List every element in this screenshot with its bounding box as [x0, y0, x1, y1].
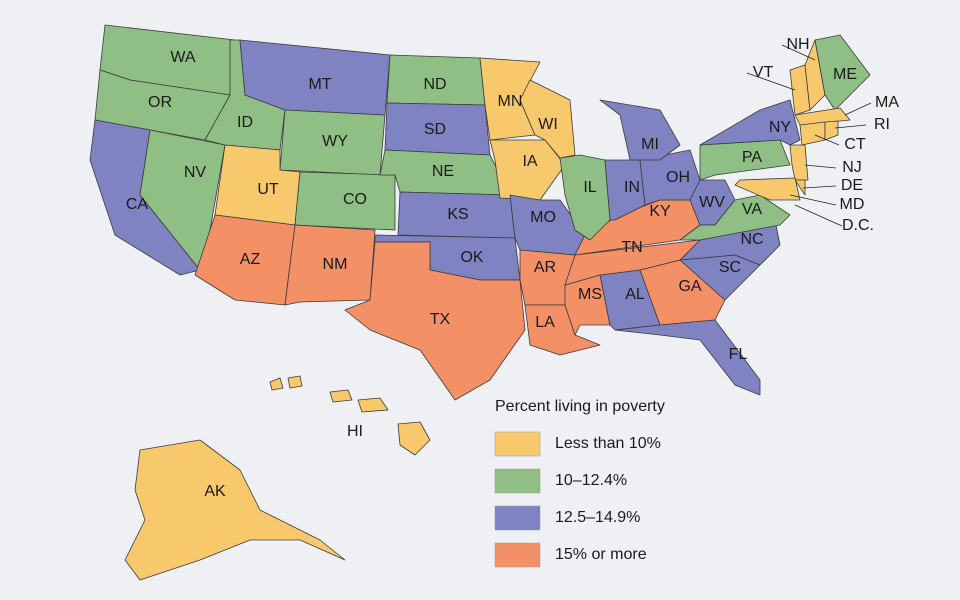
state-label: SC — [719, 259, 741, 276]
state-label: KS — [447, 206, 468, 223]
state-label: AK — [204, 483, 226, 500]
state-label: IN — [624, 179, 640, 196]
state-label: CT — [844, 136, 866, 153]
state-label: NY — [769, 119, 792, 136]
state-label: NE — [432, 163, 454, 180]
leader-line — [804, 164, 837, 169]
state-label: TX — [430, 311, 451, 328]
state-label: NH — [786, 36, 809, 53]
state-region — [124, 439, 346, 581]
state-label: WI — [538, 116, 558, 133]
state-label: MT — [308, 76, 331, 93]
state-label: KY — [649, 203, 671, 220]
leader-line — [802, 185, 837, 189]
state-region — [559, 154, 611, 241]
legend-label: Less than 10% — [555, 435, 661, 452]
state-label: DE — [841, 177, 863, 194]
state-label: AR — [534, 259, 556, 276]
state-region — [329, 389, 353, 403]
state-label: AL — [625, 286, 645, 303]
legend-swatch — [494, 431, 541, 457]
state-label: FL — [729, 346, 748, 363]
state-region — [357, 397, 389, 413]
legend-label: 12.5–14.9% — [555, 509, 640, 526]
state-label: WA — [170, 49, 196, 66]
state-label: UT — [257, 181, 279, 198]
state-label: IA — [522, 153, 537, 170]
state-label: NV — [184, 164, 207, 181]
state-region — [734, 177, 801, 201]
leader-line — [746, 72, 796, 91]
state-label: NM — [323, 256, 348, 273]
state-label: OK — [460, 249, 483, 266]
state-label: MA — [875, 94, 899, 111]
leader-line — [781, 44, 816, 61]
legend-swatch — [494, 468, 541, 494]
state-label: VT — [753, 64, 774, 81]
state-region — [397, 421, 431, 456]
state-label: WV — [699, 194, 725, 211]
leader-line — [834, 124, 867, 129]
state-label: OR — [148, 94, 172, 111]
leader-line — [814, 134, 840, 146]
state-label: TN — [621, 239, 642, 256]
legend-title: Percent living in poverty — [495, 398, 665, 415]
state-label: CA — [126, 196, 149, 213]
state-region — [294, 171, 396, 231]
state-label: MO — [530, 209, 556, 226]
state-region — [599, 99, 681, 161]
state-label: CO — [343, 191, 367, 208]
state-label: AZ — [240, 251, 261, 268]
leader-line — [794, 204, 843, 227]
legend-swatch — [494, 505, 541, 531]
legend-label: 15% or more — [555, 546, 647, 563]
state-label: NJ — [842, 159, 862, 176]
legend-swatch — [494, 542, 541, 568]
state-region — [519, 79, 576, 159]
state-label: MD — [840, 196, 865, 213]
state-region — [284, 224, 376, 306]
state-label: D.C. — [842, 217, 874, 234]
state-region — [287, 375, 303, 389]
state-region — [824, 120, 839, 141]
state-region — [814, 34, 871, 111]
legend-label: 10–12.4% — [555, 472, 627, 489]
state-label: LA — [535, 314, 555, 331]
state-label: HI — [347, 423, 363, 440]
state-label: ID — [237, 114, 253, 131]
state-label: SD — [424, 121, 446, 138]
state-label: PA — [742, 149, 762, 166]
state-label: ME — [833, 66, 857, 83]
leader-line — [844, 102, 872, 116]
leader-line — [789, 194, 837, 206]
state-label: GA — [678, 278, 701, 295]
state-label: MN — [498, 93, 523, 110]
state-label: WY — [322, 133, 348, 150]
state-label: MS — [578, 286, 602, 303]
state-region — [344, 241, 526, 401]
state-region — [614, 319, 761, 396]
state-label: OH — [666, 169, 690, 186]
state-label: IL — [583, 179, 596, 196]
state-region — [269, 377, 284, 391]
state-label: ND — [423, 76, 446, 93]
state-label: RI — [874, 116, 890, 133]
state-region — [699, 99, 801, 146]
state-region — [679, 194, 791, 241]
state-label: VA — [742, 201, 762, 218]
state-label: NC — [740, 231, 763, 248]
state-label: MI — [641, 136, 659, 153]
